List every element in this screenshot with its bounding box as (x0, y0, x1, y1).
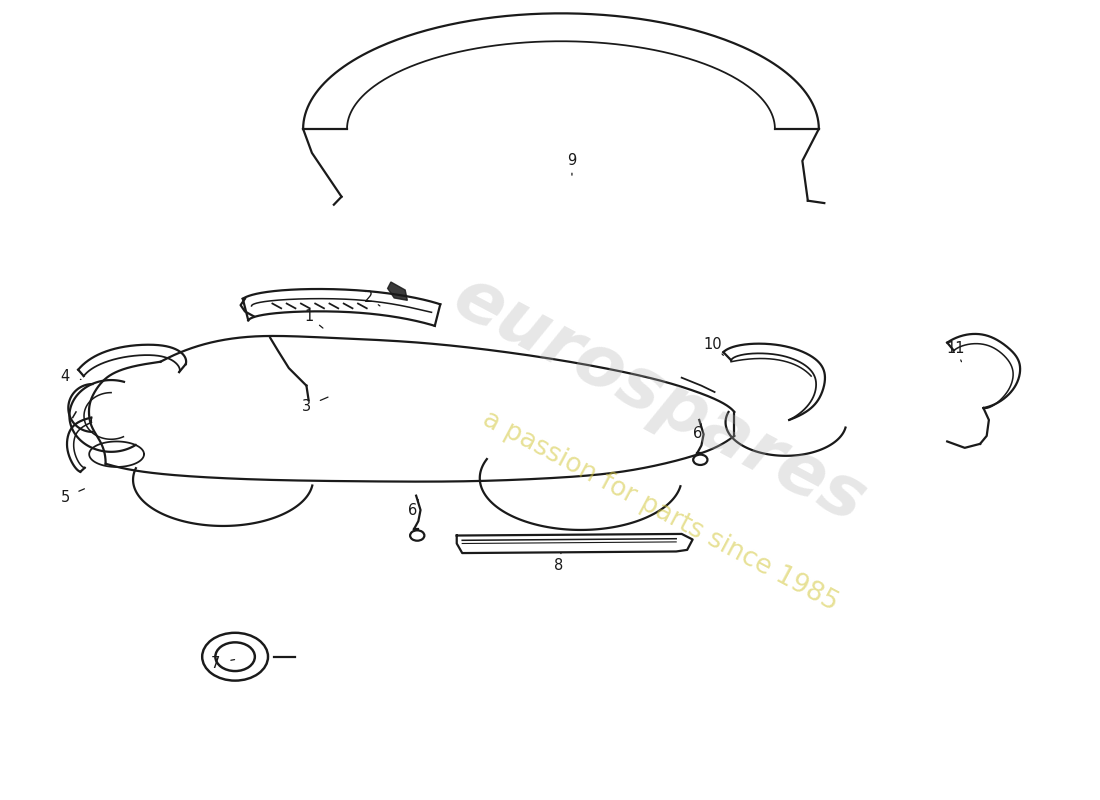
Text: 5: 5 (60, 490, 69, 505)
Text: 6: 6 (408, 502, 418, 518)
Text: 2: 2 (364, 290, 374, 306)
Text: 3: 3 (301, 399, 311, 414)
Polygon shape (456, 534, 693, 553)
Text: 10: 10 (703, 337, 722, 352)
Text: 1: 1 (304, 309, 313, 324)
Text: 8: 8 (554, 558, 563, 574)
Text: 6: 6 (693, 426, 703, 441)
Text: eurospares: eurospares (442, 262, 878, 538)
Text: 9: 9 (568, 154, 576, 168)
Text: 11: 11 (947, 341, 965, 356)
Text: 4: 4 (60, 369, 69, 383)
Polygon shape (387, 282, 407, 300)
Text: a passion for parts since 1985: a passion for parts since 1985 (477, 406, 842, 617)
Text: 7: 7 (211, 655, 220, 670)
